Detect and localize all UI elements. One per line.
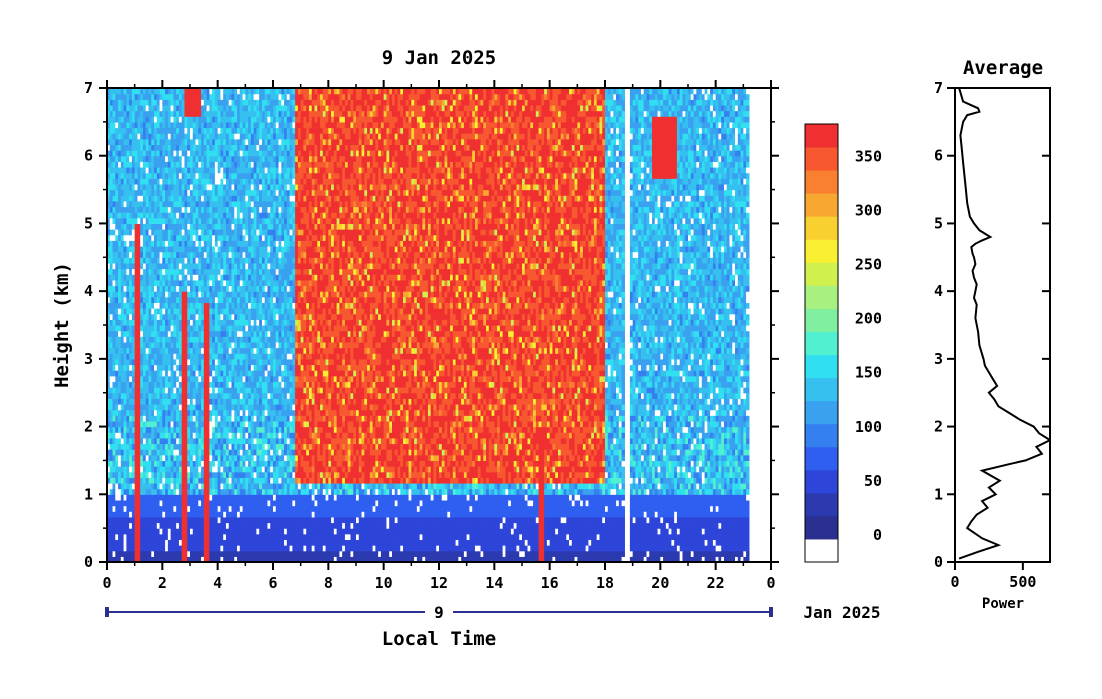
heatmap-cells: [107, 88, 749, 563]
heatmap-panel: 9 Jan 2025 0 2 4 6 8 10 12 14 16 18 20 22 001234567 …: [51, 47, 881, 650]
heatmap-title: 9 Jan 2025: [382, 47, 496, 69]
